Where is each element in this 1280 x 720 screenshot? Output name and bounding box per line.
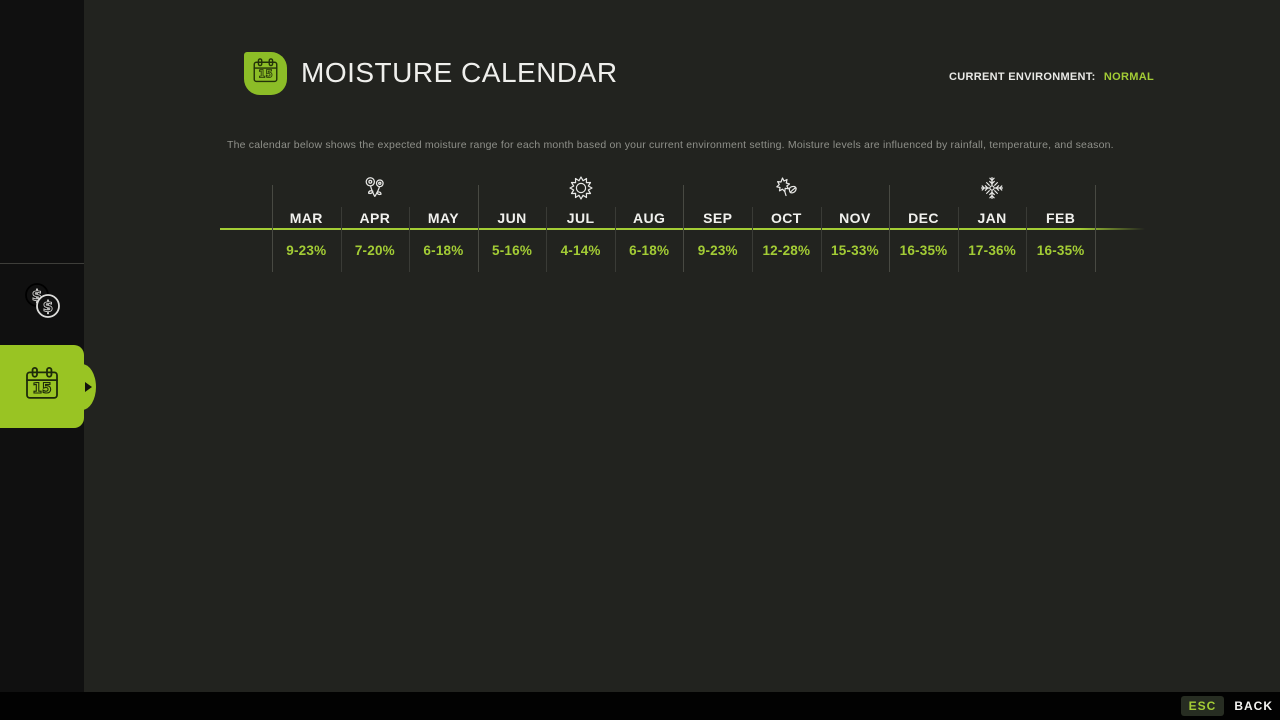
column-divider xyxy=(340,207,342,272)
snowflake-icon xyxy=(979,175,1005,201)
column-divider xyxy=(683,185,685,272)
column-divider xyxy=(1094,185,1096,272)
calendar-icon: 15 xyxy=(21,364,63,409)
month-label: FEB xyxy=(1046,209,1076,226)
month-label: JAN xyxy=(977,209,1007,226)
calendar-baseline xyxy=(220,228,1145,230)
moisture-range: 6-18% xyxy=(423,243,464,258)
tab-pointer-icon xyxy=(85,381,92,392)
column-divider xyxy=(752,207,754,272)
moisture-range: 16-35% xyxy=(1036,243,1085,258)
month-label: MAY xyxy=(427,209,459,226)
month-label: JUN xyxy=(497,209,527,226)
moisture-range: 7-20% xyxy=(354,243,395,258)
moisture-range: 6-18% xyxy=(629,243,670,258)
svg-text:15: 15 xyxy=(32,381,51,397)
svg-text:$: $ xyxy=(43,297,53,315)
month-label: SEP xyxy=(703,209,733,226)
flowers-icon xyxy=(362,175,388,201)
months-row: MAR APR MAY JUN JUL AUG SEP OCT NOV DEC JAN FEB xyxy=(272,207,1095,228)
moisture-range: 9-23% xyxy=(697,243,738,258)
svg-text:$: $ xyxy=(32,286,42,304)
sidebar-item-economy[interactable]: $ $ xyxy=(0,272,84,334)
month-label: OCT xyxy=(770,209,802,226)
sidebar: $ $ 15 xyxy=(0,0,92,692)
column-divider xyxy=(889,185,891,272)
esc-key[interactable]: ESC xyxy=(1180,696,1225,716)
moisture-range: 9-23% xyxy=(286,243,327,258)
column-divider xyxy=(409,207,411,272)
column-divider xyxy=(546,207,548,272)
month-label: JUL xyxy=(566,209,595,226)
leaves-icon xyxy=(773,175,799,201)
moisture-table: MAR APR MAY JUN JUL AUG SEP OCT NOV DEC JAN FEB 9-2… xyxy=(220,175,1145,272)
column-divider xyxy=(272,185,273,272)
moisture-range: 5-16% xyxy=(492,243,533,258)
column-divider xyxy=(614,207,616,272)
page-title: MOISTURE CALENDAR xyxy=(301,57,618,88)
moisture-range: 17-36% xyxy=(968,243,1016,258)
moisture-range: 12-28% xyxy=(762,243,811,258)
back-button[interactable]: BACK xyxy=(1234,699,1273,713)
month-label: MAR xyxy=(289,209,323,226)
description: The calendar below shows the expected mo… xyxy=(227,139,1114,151)
coins-icon: $ $ xyxy=(19,280,65,327)
month-label: NOV xyxy=(839,209,871,226)
column-divider xyxy=(957,207,959,272)
column-divider xyxy=(1026,207,1028,272)
values-row: 9-23% 7-20% 6-18% 5-16% 4-14% 6-18% 9-23% 12-28… xyxy=(272,229,1095,272)
moisture-range: 15-33% xyxy=(831,243,879,258)
moisture-range: 16-35% xyxy=(899,243,948,258)
month-label: APR xyxy=(359,209,391,226)
month-label: AUG xyxy=(633,209,666,226)
svg-text:15: 15 xyxy=(258,69,272,81)
environment-status: CURRENT ENVIRONMENT: NORMAL xyxy=(949,71,1154,83)
column-divider xyxy=(820,207,822,272)
page-icon-badge: 15 xyxy=(244,52,287,95)
sidebar-item-moisture-calendar[interactable]: 15 xyxy=(0,345,92,428)
environment-value: NORMAL xyxy=(1103,71,1154,83)
sun-icon xyxy=(568,175,594,201)
moisture-range: 4-14% xyxy=(560,243,601,258)
sidebar-divider xyxy=(0,263,84,264)
column-divider xyxy=(477,185,479,272)
environment-label: CURRENT ENVIRONMENT: xyxy=(949,71,1096,83)
calendar-icon: 15 xyxy=(250,56,281,91)
footer-bar: ESC BACK xyxy=(0,692,1280,720)
month-label: DEC xyxy=(908,209,939,226)
